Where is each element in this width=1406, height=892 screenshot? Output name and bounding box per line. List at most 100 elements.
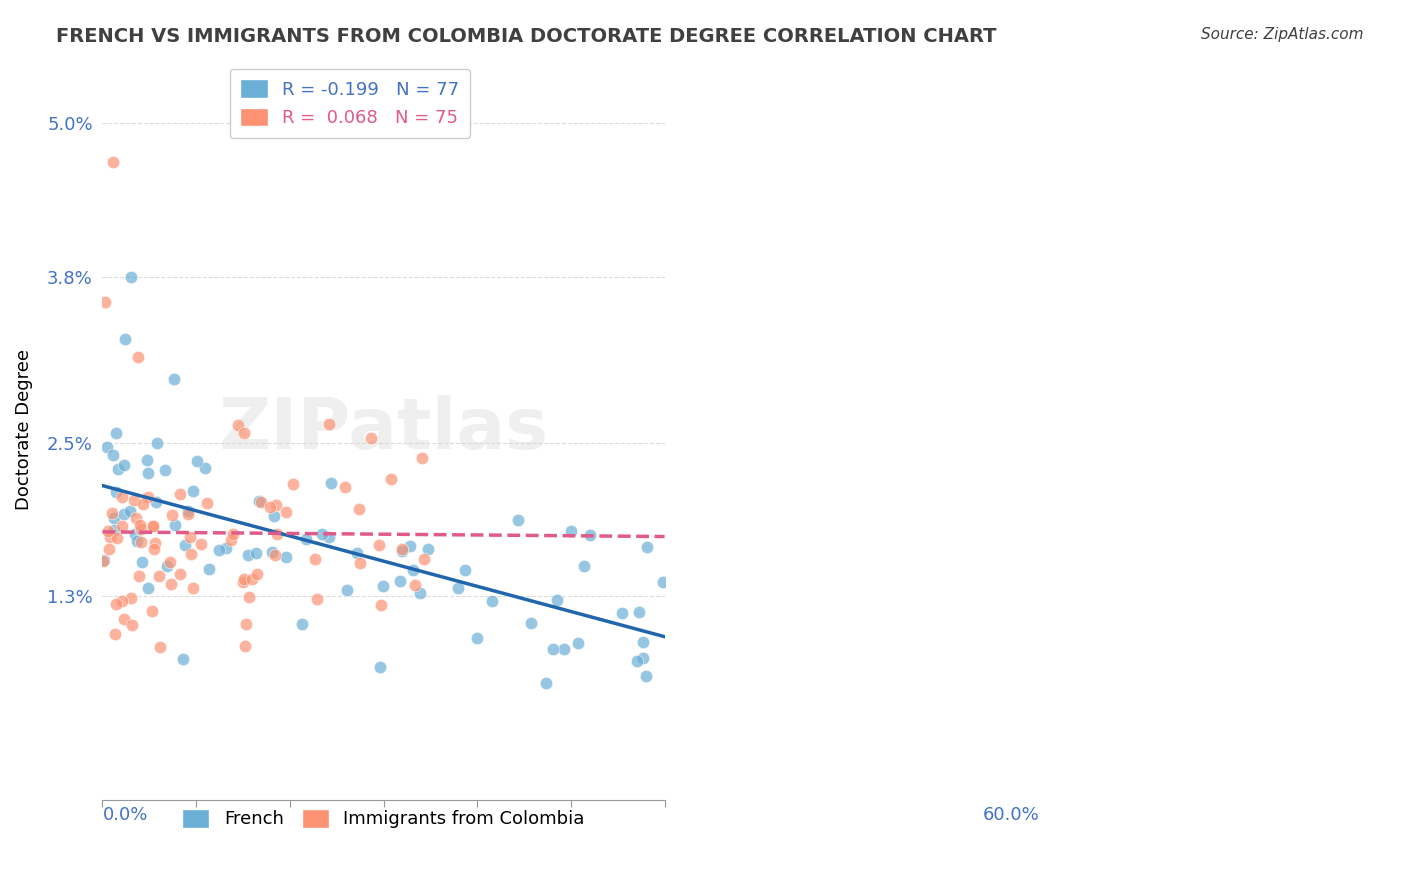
Point (276, 550, 298, 565)
Point (347, 502, 370, 516)
Point (412, 551, 434, 566)
Point (128, 569, 150, 583)
Point (180, 547, 202, 561)
Point (169, 566, 191, 581)
Point (232, 574, 254, 589)
Point (160, 508, 183, 522)
Point (631, 651, 654, 665)
Point (233, 639, 256, 653)
Point (246, 567, 269, 582)
Point (553, 642, 575, 657)
Point (148, 568, 170, 582)
Text: 60.0%: 60.0% (983, 806, 1039, 824)
Point (380, 472, 402, 486)
Point (295, 532, 318, 546)
Point (307, 591, 329, 606)
Point (136, 452, 159, 467)
Point (447, 581, 470, 595)
Point (321, 476, 343, 491)
Point (172, 651, 194, 665)
Point (465, 631, 488, 645)
Point (105, 485, 128, 500)
Point (263, 508, 285, 523)
Point (567, 636, 589, 650)
Text: FRENCH VS IMMIGRANTS FROM COLOMBIA DOCTORATE DEGREE CORRELATION CHART: FRENCH VS IMMIGRANTS FROM COLOMBIA DOCTO… (56, 27, 997, 45)
Point (142, 518, 165, 533)
Point (124, 526, 146, 541)
Point (260, 545, 283, 559)
Point (391, 542, 413, 557)
Point (402, 563, 425, 577)
Point (120, 591, 142, 605)
Point (146, 435, 169, 450)
Point (409, 586, 432, 600)
Point (368, 659, 391, 673)
Point (105, 597, 128, 611)
Point (125, 510, 148, 524)
Point (626, 654, 648, 668)
Point (291, 616, 314, 631)
Point (177, 504, 200, 518)
Point (398, 539, 420, 553)
Point (333, 480, 356, 494)
Point (283, 477, 305, 491)
Point (349, 556, 371, 570)
Point (226, 417, 249, 432)
Point (131, 555, 153, 569)
Point (560, 524, 582, 538)
Point (138, 582, 160, 596)
Point (336, 583, 359, 598)
Point (165, 518, 187, 533)
Point (143, 536, 166, 550)
Point (122, 493, 145, 508)
Point (578, 528, 600, 542)
Point (118, 504, 141, 518)
Point (194, 461, 217, 475)
Point (125, 533, 148, 548)
Point (104, 626, 127, 640)
Point (112, 507, 135, 521)
Point (98, 530, 121, 544)
Point (114, 332, 136, 346)
Point (454, 563, 477, 577)
Point (416, 541, 439, 556)
Point (318, 417, 340, 432)
Point (96, 440, 118, 454)
Point (367, 538, 389, 552)
Point (138, 490, 160, 504)
Point (136, 466, 159, 480)
Point (163, 372, 186, 386)
Point (360, 431, 382, 445)
Point (179, 530, 201, 544)
Point (121, 617, 143, 632)
Point (128, 517, 150, 532)
Point (232, 425, 254, 440)
Point (127, 350, 149, 364)
Point (97, 542, 120, 557)
Point (610, 606, 633, 620)
Point (160, 577, 183, 591)
Point (541, 642, 564, 657)
Point (156, 558, 179, 573)
Point (93, 554, 115, 568)
Point (208, 543, 231, 558)
Point (190, 537, 212, 551)
Point (177, 507, 200, 521)
Point (101, 506, 124, 520)
Point (198, 562, 221, 576)
Point (370, 598, 392, 612)
Point (110, 519, 132, 533)
Point (411, 451, 433, 466)
Point (238, 590, 260, 604)
Point (371, 579, 394, 593)
Point (222, 526, 245, 541)
Point (105, 531, 128, 545)
Point (318, 530, 340, 544)
Point (142, 519, 165, 533)
Point (181, 483, 204, 498)
Point (520, 616, 543, 631)
Point (652, 574, 675, 589)
Point (101, 154, 124, 169)
Point (235, 617, 257, 632)
Legend: French, Immigrants from Colombia: French, Immigrants from Colombia (176, 802, 592, 836)
